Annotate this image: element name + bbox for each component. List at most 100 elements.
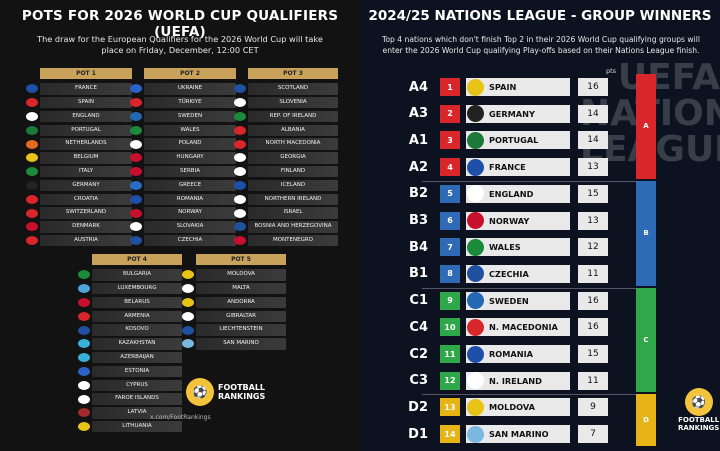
group-winner-row: B1 8 CZECHIA 11 <box>388 263 608 285</box>
flag-icon <box>234 125 246 135</box>
flag-icon <box>234 208 246 218</box>
pot-team-name: SWEDEN <box>144 110 236 123</box>
pot-team-row: ALBANIA <box>234 123 338 137</box>
pot-team-row: SPAIN <box>26 96 132 110</box>
pot-team-row: GEORGIA <box>234 151 338 165</box>
twitter-handle[interactable]: x.com/FootRankings <box>150 414 211 421</box>
team-cell: WALES <box>466 238 570 257</box>
pot-team-row: FRANCE <box>26 82 132 96</box>
flag-icon <box>467 425 484 443</box>
pot-header: POT 2 <box>144 68 236 79</box>
flag-icon <box>467 238 484 256</box>
team-name: N. MACEDONIA <box>489 322 558 333</box>
pot-team-name: SAN MARINO <box>196 338 286 350</box>
group-winner-row: B3 6 NORWAY 13 <box>388 210 608 232</box>
flag-icon <box>78 353 90 363</box>
pot-team-name: AZERBAIJAN <box>92 351 182 364</box>
pot-team-row: ENGLAND <box>26 110 132 124</box>
flag-icon <box>78 325 90 335</box>
pot-team-name: GEORGIA <box>248 152 338 164</box>
pot-team-name: KAZAKHSTAN <box>92 338 182 350</box>
flag-icon <box>26 167 38 177</box>
group-code: B4 <box>409 239 428 255</box>
pot-team-name: AUSTRIA <box>40 234 132 247</box>
pot-team-name: BELARUS <box>92 296 182 309</box>
pot-team-name: BULGARIA <box>92 269 182 281</box>
pot-team-row: SWITZERLAND <box>26 206 132 220</box>
pot-team-row: LUXEMBOURG <box>78 282 182 296</box>
flag-icon <box>234 139 246 149</box>
pot-team-name: ISRAEL <box>248 207 338 219</box>
group-code: D2 <box>408 399 428 415</box>
flag-icon <box>467 212 484 229</box>
pot-team-name: NETHERLANDS <box>40 138 132 150</box>
pot-header: POT 5 <box>196 254 286 265</box>
flag-icon <box>234 180 246 190</box>
pot-team-row: BULGARIA <box>78 268 182 282</box>
rank-badge: 13 <box>440 398 460 417</box>
team-cell: N. MACEDONIA <box>466 318 570 337</box>
pot-team-row: FAROE ISLANDS <box>78 392 182 406</box>
team-cell: SWEDEN <box>466 291 570 310</box>
flag-icon <box>130 180 142 190</box>
team-cell: CZECHIA <box>466 264 570 283</box>
flag-icon <box>78 297 90 307</box>
rank-badge: 10 <box>440 318 460 337</box>
team-cell: PORTUGAL <box>466 131 570 150</box>
group-winner-row: A2 4 FRANCE 13 <box>388 156 608 178</box>
group-winner-row: A3 2 GERMANY 14 <box>388 103 608 125</box>
logo-icon: ⚽ <box>684 388 713 416</box>
flag-icon <box>26 236 38 246</box>
pot-team-name: PORTUGAL <box>40 124 132 137</box>
flag-icon <box>78 394 90 404</box>
rank-badge: 1 <box>440 78 460 96</box>
rank-badge: 5 <box>440 184 460 203</box>
pot-team-name: ROMANIA <box>144 193 236 206</box>
flag-icon <box>467 292 484 310</box>
flag-icon <box>26 222 38 232</box>
pot-team-row: GREECE <box>130 179 236 193</box>
flag-icon <box>130 153 142 163</box>
team-name: ENGLAND <box>489 188 534 199</box>
rank-badge: 14 <box>440 425 460 444</box>
group-code: C3 <box>409 373 428 389</box>
pot-team-name: GIBRALTAR <box>196 310 286 323</box>
rank-badge: 2 <box>440 104 460 123</box>
pots-panel: POTS FOR 2026 WORLD CUP QUALIFIERS (UEFA… <box>21 8 339 433</box>
points-cell: 7 <box>578 425 608 444</box>
team-cell: NORWAY <box>466 211 570 230</box>
flag-icon <box>467 131 484 149</box>
flag-icon <box>26 139 38 149</box>
flag-icon <box>26 125 38 135</box>
pots-subtitle: The draw for the European Qualifiers for… <box>37 34 323 55</box>
football-rankings-logo-right: ⚽ FOOTBALL RANKINGS <box>678 388 719 432</box>
pot-team-name: MALTA <box>196 282 286 295</box>
logo-line1: FOOTBALL <box>218 383 266 392</box>
pot-2: POT 2 UKRAINE TÜRKIYE SWEDEN WALES POLAND HUNG… <box>130 68 236 248</box>
pot-3: POT 3 SCOTLAND SLOVENIA REP. OF IRELAND ALBA… <box>234 68 338 248</box>
flag-icon <box>467 105 484 123</box>
rank-badge: 11 <box>440 345 460 363</box>
flag-icon <box>467 398 484 416</box>
pot-team-row: ICELAND <box>234 179 338 193</box>
team-cell: FRANCE <box>466 158 570 177</box>
team-cell: ENGLAND <box>466 184 570 203</box>
pot-team-name: LUXEMBOURG <box>92 282 182 295</box>
group-code: C4 <box>409 319 428 335</box>
pot-team-row: ANDORRA <box>182 296 286 310</box>
flag-icon <box>78 380 90 390</box>
pot-team-name: ESTONIA <box>92 365 182 378</box>
points-cell: 11 <box>578 264 608 283</box>
pot-team-row: ISRAEL <box>234 206 338 220</box>
pot-team-row: AUSTRIA <box>26 234 132 248</box>
pot-team-name: NORWAY <box>144 207 236 219</box>
team-cell: N. IRELAND <box>466 371 570 390</box>
pot-team-name: ENGLAND <box>40 110 132 123</box>
pots-title: POTS FOR 2026 WORLD CUP QUALIFIERS (UEFA… <box>21 8 339 40</box>
points-cell: 13 <box>578 211 608 230</box>
flag-icon <box>182 270 194 280</box>
flag-icon <box>130 194 142 204</box>
rank-badge: 12 <box>440 371 460 390</box>
pot-team-name: CYPRUS <box>92 379 182 392</box>
pot-team-row: MALTA <box>182 282 286 296</box>
